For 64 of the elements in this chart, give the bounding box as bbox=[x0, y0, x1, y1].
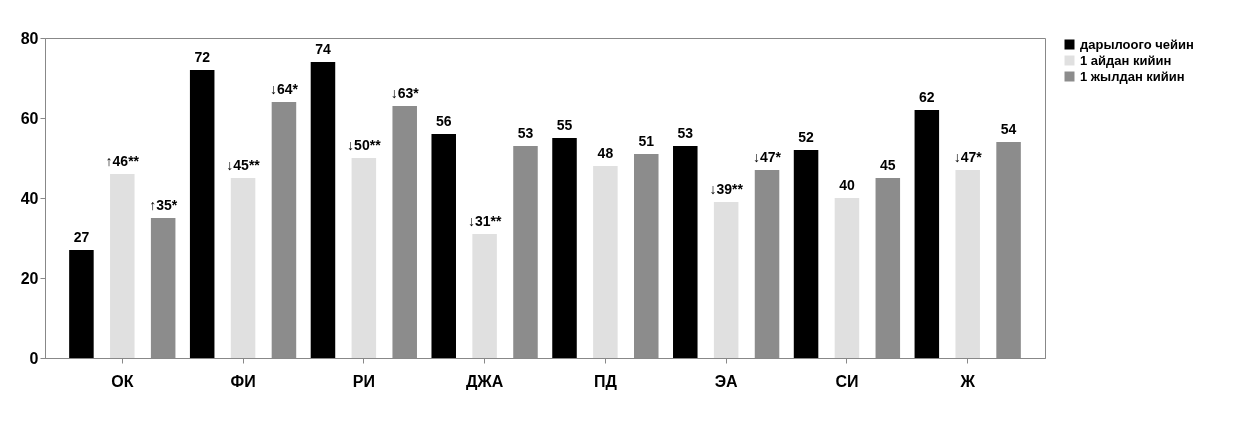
legend-label: дарылоого чейин bbox=[1080, 36, 1194, 52]
bar bbox=[271, 102, 297, 358]
x-tick-label: ОК bbox=[111, 372, 134, 390]
y-tick-label: 40 bbox=[20, 189, 39, 207]
data-label: 62 bbox=[919, 89, 935, 105]
x-tick-label: РИ bbox=[352, 372, 375, 390]
legend-label: 1 жылдан кийин bbox=[1080, 68, 1185, 84]
bar bbox=[110, 174, 135, 358]
data-label: 53 bbox=[677, 125, 694, 141]
bar bbox=[351, 158, 377, 358]
x-tick-label: ФИ bbox=[230, 372, 256, 390]
data-label: 53 bbox=[517, 125, 534, 141]
data-label: 48 bbox=[597, 145, 614, 161]
y-tick-label: 60 bbox=[20, 109, 39, 127]
data-label: 72 bbox=[194, 49, 211, 65]
data-label: ↓47* bbox=[753, 149, 782, 165]
bar bbox=[310, 62, 336, 358]
bar bbox=[914, 110, 940, 358]
data-label: 40 bbox=[839, 177, 855, 193]
bar bbox=[230, 178, 256, 358]
data-label: 45 bbox=[880, 157, 896, 173]
bar bbox=[513, 146, 538, 358]
bar bbox=[150, 218, 176, 358]
bar bbox=[834, 198, 860, 358]
data-label: ↓39** bbox=[709, 181, 744, 197]
bar bbox=[593, 166, 618, 358]
bar bbox=[634, 154, 659, 358]
bar bbox=[754, 170, 780, 358]
x-tick-label: Ж bbox=[959, 372, 976, 390]
bar bbox=[69, 250, 94, 358]
x-tick-label: СИ bbox=[835, 372, 859, 390]
x-tick-label: ДЖА bbox=[465, 372, 504, 390]
data-label: 74 bbox=[315, 41, 331, 57]
data-label: ↓31** bbox=[467, 213, 502, 229]
x-tick-label: ЭА bbox=[714, 372, 739, 390]
legend-label: 1 айдан кийин bbox=[1080, 52, 1172, 68]
data-label: ↓47* bbox=[953, 149, 983, 165]
bar bbox=[713, 202, 739, 358]
bar bbox=[875, 178, 901, 358]
data-label: ↓64* bbox=[269, 81, 299, 97]
bar bbox=[793, 150, 819, 358]
bar bbox=[996, 142, 1021, 358]
data-label: ↓50** bbox=[347, 137, 382, 153]
y-tick-label: 20 bbox=[20, 269, 39, 287]
data-label: 55 bbox=[556, 117, 573, 133]
data-label: ↓63* bbox=[390, 85, 420, 101]
y-tick-label: 80 bbox=[20, 29, 39, 47]
data-label: 27 bbox=[73, 229, 90, 245]
data-label: ↓45** bbox=[226, 157, 261, 173]
y-tick-label: 0 bbox=[29, 349, 39, 367]
data-label: 52 bbox=[798, 129, 815, 145]
bar bbox=[431, 134, 456, 358]
data-label: 54 bbox=[1000, 121, 1017, 137]
bar bbox=[472, 234, 497, 358]
data-label: 56 bbox=[435, 113, 452, 129]
x-tick-label: ПД bbox=[593, 372, 618, 390]
bar bbox=[392, 106, 417, 358]
bar bbox=[189, 70, 215, 358]
bar bbox=[552, 138, 577, 358]
data-label: 51 bbox=[638, 133, 655, 149]
data-label: ↑46** bbox=[105, 153, 140, 169]
bar bbox=[673, 146, 698, 358]
data-label: ↑35* bbox=[149, 197, 178, 213]
bar bbox=[955, 170, 980, 358]
